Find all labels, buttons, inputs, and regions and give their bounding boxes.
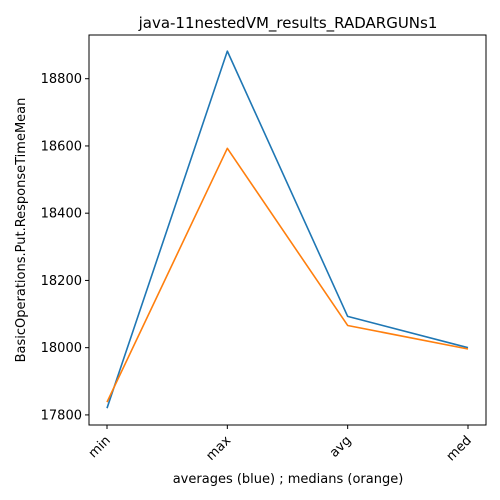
medians-line: [106, 147, 469, 403]
y-tick-label: 18600: [41, 139, 82, 154]
x-tick-label: max: [204, 433, 235, 464]
x-tick-label: min: [86, 433, 114, 461]
y-tick-label: 17800: [41, 408, 82, 423]
y-tick-label: 18800: [41, 72, 82, 87]
y-tick-label: 18200: [41, 274, 82, 289]
chart-title: java-11nestedVM_results_RADARGUNs1: [138, 14, 438, 33]
x-tick-label: avg: [327, 433, 355, 461]
x-tick-label: med: [444, 433, 475, 464]
x-axis-title: averages (blue) ; medians (orange): [173, 472, 404, 487]
y-tick-label: 18000: [41, 341, 82, 356]
y-tick-label: 18400: [41, 207, 82, 222]
y-axis-title: BasicOperations.Put.ResponseTimeMean: [14, 98, 29, 363]
averages-line: [106, 50, 469, 409]
plot-area: 17800 18000 18200 18400 18600 18800 min max avg m…: [41, 34, 487, 464]
plot-frame: [88, 34, 487, 426]
